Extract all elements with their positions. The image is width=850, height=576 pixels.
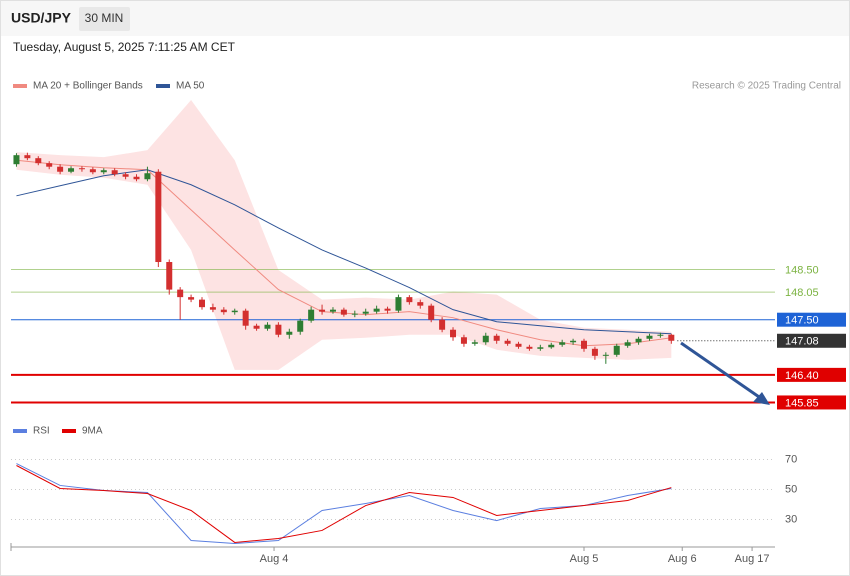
level-label: 147.08 [785,336,819,348]
legend-label: 9MA [82,426,103,437]
projection-arrowhead [753,392,770,405]
candle-body [68,168,75,172]
candle-body [340,309,347,315]
header-bar [1,1,849,36]
level-label: 146.40 [785,370,819,382]
candle-body [384,308,391,311]
candle-body [35,158,42,164]
candle-body [646,335,653,339]
candle-body [428,305,435,320]
candle-body [308,309,315,321]
candle-body [526,346,533,349]
candle-body [122,174,129,177]
x-tick-label: Aug 4 [260,553,289,565]
symbol: USD/JPY [11,10,72,26]
candle-body [559,342,566,345]
candle-body [460,337,467,344]
attribution: Research © 2025 Trading Central [692,81,841,92]
candle-body [46,163,53,167]
candle-body [406,297,413,303]
candle-body [635,338,642,343]
bollinger-band [16,100,672,370]
candle-body [286,331,293,335]
candle-body [351,313,358,315]
legend-swatch [156,84,170,88]
candle-body [548,344,555,348]
candle-body [177,289,184,298]
candle-body [515,343,522,347]
candle-body [471,342,478,344]
candle-body [188,297,195,300]
candle-body [591,348,598,356]
candle-body [613,345,620,355]
candle-body [329,309,336,312]
interval-button[interactable] [79,7,130,31]
candle-body [57,166,64,172]
candle-body [450,329,457,338]
candle-body [319,309,326,312]
candle-body [275,324,282,335]
candle-body [166,262,173,290]
indicator-line [16,463,672,545]
candle-body [395,297,402,311]
legend-swatch [13,429,27,433]
candle-body [155,171,162,263]
x-tick-label: Aug 6 [668,553,697,565]
candle-body [242,310,249,326]
candle-body [439,319,446,330]
candle-body [373,308,380,312]
level-label: 147.50 [785,315,819,327]
y-tick-label: 30 [785,513,797,525]
candle-body [668,334,675,341]
legend-label: MA 20 + Bollinger Bands [33,81,143,92]
candle-body [264,324,271,329]
candle-body [231,310,238,313]
candle-body [602,354,609,356]
candle-body [24,155,31,159]
legend-label: RSI [33,426,50,437]
projection-arrow [680,341,763,401]
candle-body [362,311,369,314]
candle-body [133,176,140,180]
y-tick-label: 70 [785,453,797,465]
candle-body [220,309,227,313]
candle-body [537,347,544,349]
candle-body [144,173,151,180]
candle-body [111,170,118,175]
legend-label: MA 50 [176,81,205,92]
legend-swatch [62,429,76,433]
candle-body [253,325,260,329]
indicator-line [16,465,672,543]
level-label: 148.05 [785,287,819,299]
interval[interactable]: 30 MIN [85,11,124,25]
candle-body [209,307,216,310]
level-label-box [777,312,846,327]
candle-body [657,334,664,336]
level-label: 145.85 [785,397,819,409]
candle-body [100,170,107,173]
x-tick-label: Aug 5 [570,553,599,565]
level-label-box [777,395,846,410]
x-tick-label: Aug 17 [735,553,770,565]
candle-body [504,340,511,344]
candle-body [78,168,85,170]
datetime: Tuesday, August 5, 2025 7:11:25 AM CET [13,40,236,54]
level-label-box [777,367,846,382]
candle-body [624,342,631,346]
candle-body [570,340,577,343]
candle-body [493,335,500,341]
candle-body [297,320,304,332]
candle-body [482,335,489,343]
candle-body [199,299,205,308]
legend-swatch [13,84,27,88]
candle-body [89,169,96,173]
candle-body [417,302,424,306]
y-tick-label: 50 [785,483,797,495]
level-label: 148.50 [785,264,819,276]
candle-body [581,340,587,349]
level-label-box [777,333,846,348]
candle-body [13,155,20,165]
